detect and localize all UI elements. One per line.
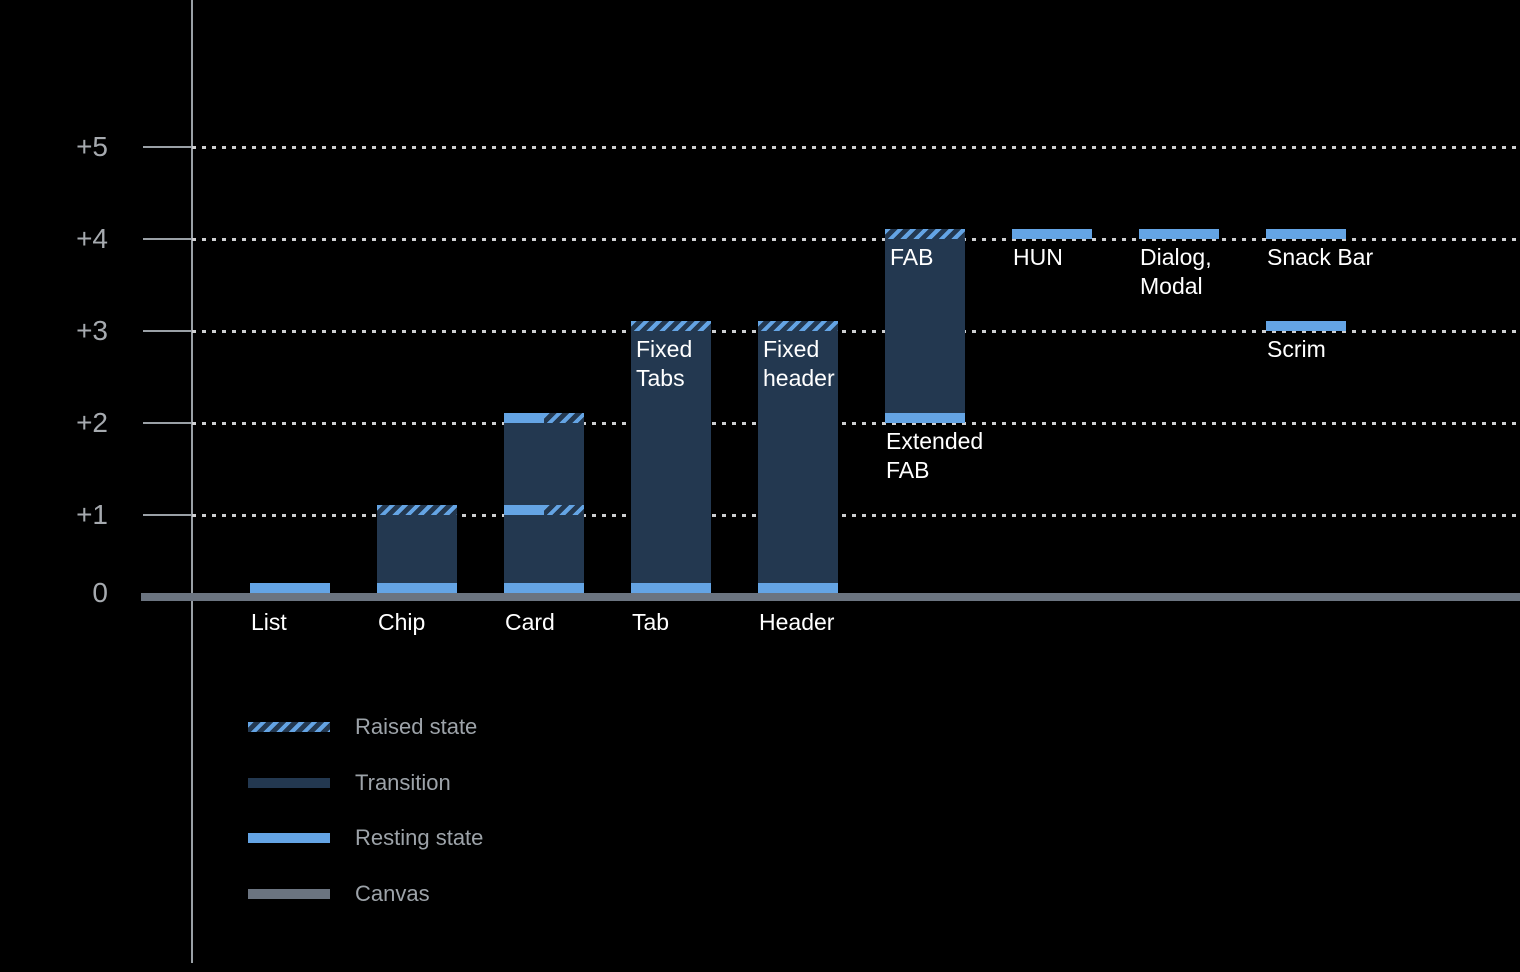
x-axis-label-tab: Tab (632, 609, 670, 635)
transition-bar-card (504, 413, 584, 593)
split-strip-card (504, 413, 584, 423)
legend-label: Canvas (355, 881, 430, 906)
bar-inner-label-header: Fixed header (763, 335, 835, 393)
label-line: Dialog, (1140, 244, 1212, 270)
raised-strip-tab (631, 321, 711, 331)
component-label-snack-bar: Snack Bar (1267, 243, 1373, 272)
split-strip-card (504, 505, 584, 515)
resting-strip-fab (885, 413, 965, 423)
y-axis-label: +3 (76, 315, 108, 346)
component-label-hun: HUN (1013, 243, 1063, 272)
label-line: Snack Bar (1267, 244, 1374, 270)
raised-strip (544, 505, 584, 515)
canvas-baseline (141, 593, 1520, 601)
label-line: FAB (890, 244, 934, 270)
legend-item-transition: Transition (248, 770, 451, 796)
component-label-dialog-modal: Dialog, Modal (1140, 243, 1212, 301)
resting-strip-hun (1012, 229, 1092, 239)
legend-label: Resting state (355, 825, 484, 850)
transition-swatch-icon (248, 778, 330, 788)
legend-label: Raised state (355, 714, 478, 739)
x-axis-label-list: List (251, 609, 287, 635)
transition-bar-tab (631, 321, 711, 593)
gridline-+4 (192, 238, 1520, 241)
resting-strip-chip (377, 583, 457, 593)
y-tick-+3 (143, 330, 193, 332)
resting-strip-snack-bar (1266, 229, 1346, 239)
y-axis-label: +2 (76, 407, 108, 438)
label-line: HUN (1013, 244, 1063, 270)
resting-strip-header (758, 583, 838, 593)
transition-bar-fab (885, 229, 965, 423)
resting-strip (504, 413, 544, 423)
raised-strip-header (758, 321, 838, 331)
label-line: Fixed (763, 336, 820, 362)
y-axis-label: +5 (76, 131, 108, 162)
y-tick-+5 (143, 146, 193, 148)
raised-strip-fab (885, 229, 965, 239)
legend-item-canvas: Canvas (248, 881, 430, 907)
legend-item-resting: Resting state (248, 825, 483, 851)
label-line: Scrim (1267, 336, 1326, 362)
legend-item-raised: Raised state (248, 714, 477, 740)
x-axis-label-chip: Chip (378, 609, 426, 635)
label-line: Tabs (636, 365, 685, 391)
x-axis-label-header: Header (759, 609, 835, 635)
y-tick-+2 (143, 422, 193, 424)
gridline-+5 (192, 146, 1520, 149)
raised-swatch-icon (248, 722, 330, 732)
raised-strip-chip (377, 505, 457, 515)
resting-strip-card (504, 583, 584, 593)
bar-inner-label-fab: FAB (890, 243, 933, 272)
y-axis-label: 0 (92, 577, 108, 608)
y-tick-+1 (143, 514, 193, 516)
y-axis-label: +4 (76, 223, 108, 254)
y-axis-label: +1 (76, 499, 108, 530)
transition-bar-chip (377, 505, 457, 593)
resting-strip-scrim (1266, 321, 1346, 331)
label-line: FAB (886, 457, 930, 483)
label-line: header (763, 365, 835, 391)
component-label-fab: Extended FAB (886, 427, 983, 485)
resting-strip-tab (631, 583, 711, 593)
bar-inner-label-tab: Fixed Tabs (636, 335, 692, 393)
resting-strip-list (250, 583, 330, 593)
component-label-scrim: Scrim (1267, 335, 1326, 364)
resting-strip-dialog-modal (1139, 229, 1219, 239)
y-axis-line (191, 0, 193, 963)
label-line: Modal (1140, 273, 1203, 299)
canvas-swatch-icon (248, 889, 330, 899)
raised-strip (544, 413, 584, 423)
transition-bar-header (758, 321, 838, 593)
resting-swatch-icon (248, 833, 330, 843)
y-tick-+4 (143, 238, 193, 240)
x-axis-label-card: Card (505, 609, 555, 635)
legend-label: Transition (355, 770, 451, 795)
gridline-+3 (192, 330, 1520, 333)
resting-strip (504, 505, 544, 515)
label-line: Fixed (636, 336, 693, 362)
gridline-+2 (192, 422, 1520, 425)
label-line: Extended (886, 428, 984, 454)
gridline-+1 (192, 514, 1520, 517)
